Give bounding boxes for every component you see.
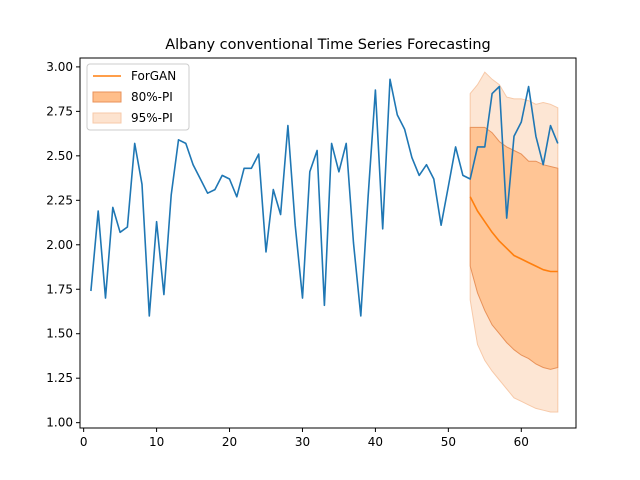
legend: ForGAN 80%-PI 95%-PI xyxy=(86,63,190,131)
x-tick-label: 10 xyxy=(149,435,164,449)
y-tick-label: 3.00 xyxy=(46,60,73,74)
y-tick-label: 2.75 xyxy=(46,104,73,118)
x-tick-label: 0 xyxy=(80,435,88,449)
forgan-forecast-line xyxy=(469,196,558,273)
chart-title: Albany conventional Time Series Forecast… xyxy=(165,37,491,53)
x-tick-label: 30 xyxy=(295,435,310,449)
y-tick-label: 1.00 xyxy=(46,416,73,430)
legend-label: ForGAN xyxy=(131,69,176,83)
x-tick-label: 40 xyxy=(368,435,383,449)
y-tick-label: 2.50 xyxy=(46,149,73,163)
x-tick-label: 50 xyxy=(441,435,456,449)
actual-series-line xyxy=(90,78,559,317)
y-tick-label: 2.25 xyxy=(46,193,73,207)
y-tick-label: 1.25 xyxy=(46,371,73,385)
legend-label: 95%-PI xyxy=(131,111,173,125)
x-tick-label: 20 xyxy=(222,435,237,449)
y-tick-label: 1.50 xyxy=(46,327,73,341)
legend-label: 80%-PI xyxy=(131,90,173,104)
y-tick-label: 1.75 xyxy=(46,282,73,296)
y-tick-label: 2.00 xyxy=(46,238,73,252)
plot-frame xyxy=(79,57,577,429)
bands-layer xyxy=(469,71,559,413)
series-layer xyxy=(90,78,559,317)
legend-95-pi-swatch xyxy=(92,112,122,124)
x-axis: 0 10 20 30 40 50 60 xyxy=(80,428,529,449)
x-tick-label: 60 xyxy=(514,435,529,449)
legend-80-pi-swatch xyxy=(92,91,122,103)
y-axis: 1.00 1.25 1.50 1.75 2.00 2.25 2.50 2.75 3.00 xyxy=(46,60,80,430)
